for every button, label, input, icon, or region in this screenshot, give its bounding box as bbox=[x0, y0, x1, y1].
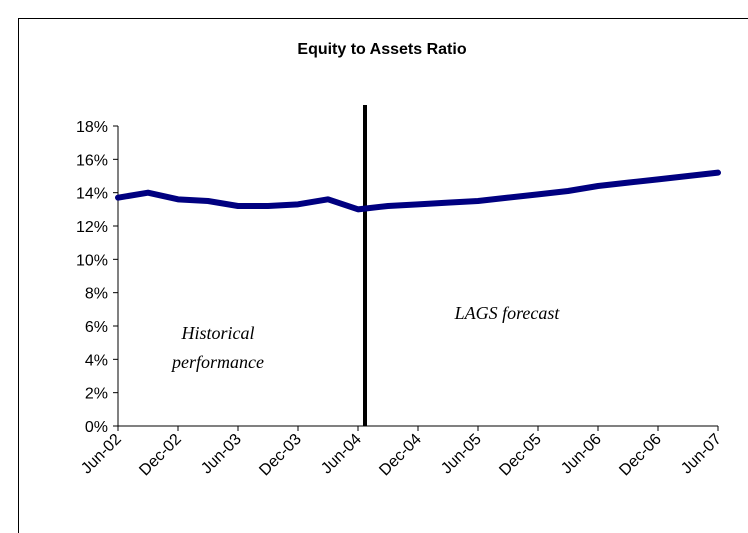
y-tick-label: 4% bbox=[85, 352, 108, 369]
line-series bbox=[115, 169, 721, 213]
chart-border bbox=[18, 18, 748, 533]
x-tick-label: Dec-05 bbox=[496, 431, 545, 480]
x-tick-label: Dec-03 bbox=[256, 431, 305, 480]
annotation: performance bbox=[170, 352, 264, 372]
x-tick-label: Jun-06 bbox=[558, 431, 605, 478]
x-tick-label: Jun-07 bbox=[678, 431, 725, 478]
y-tick-label: 0% bbox=[85, 419, 108, 436]
x-tick-label: Dec-04 bbox=[376, 431, 425, 480]
y-tick-label: 2% bbox=[85, 386, 108, 403]
y-tick-label: 18% bbox=[76, 119, 108, 136]
y-tick-label: 10% bbox=[76, 252, 108, 269]
x-tick-label: Jun-03 bbox=[198, 431, 245, 478]
x-tick-label: Jun-04 bbox=[318, 431, 365, 478]
x-tick-label: Jun-02 bbox=[78, 431, 125, 478]
chart-title: Equity to Assets Ratio bbox=[297, 41, 466, 58]
y-tick-label: 12% bbox=[76, 219, 108, 236]
y-tick-label: 6% bbox=[85, 319, 108, 336]
y-tick-label: 8% bbox=[85, 286, 108, 303]
x-tick-label: Dec-06 bbox=[616, 431, 665, 480]
annotation: Historical bbox=[180, 323, 254, 343]
x-tick-label: Jun-05 bbox=[438, 431, 485, 478]
annotation: LAGS forecast bbox=[454, 303, 561, 323]
y-tick-label: 14% bbox=[76, 186, 108, 203]
x-tick-label: Dec-02 bbox=[136, 431, 185, 480]
y-tick-label: 16% bbox=[76, 152, 108, 169]
